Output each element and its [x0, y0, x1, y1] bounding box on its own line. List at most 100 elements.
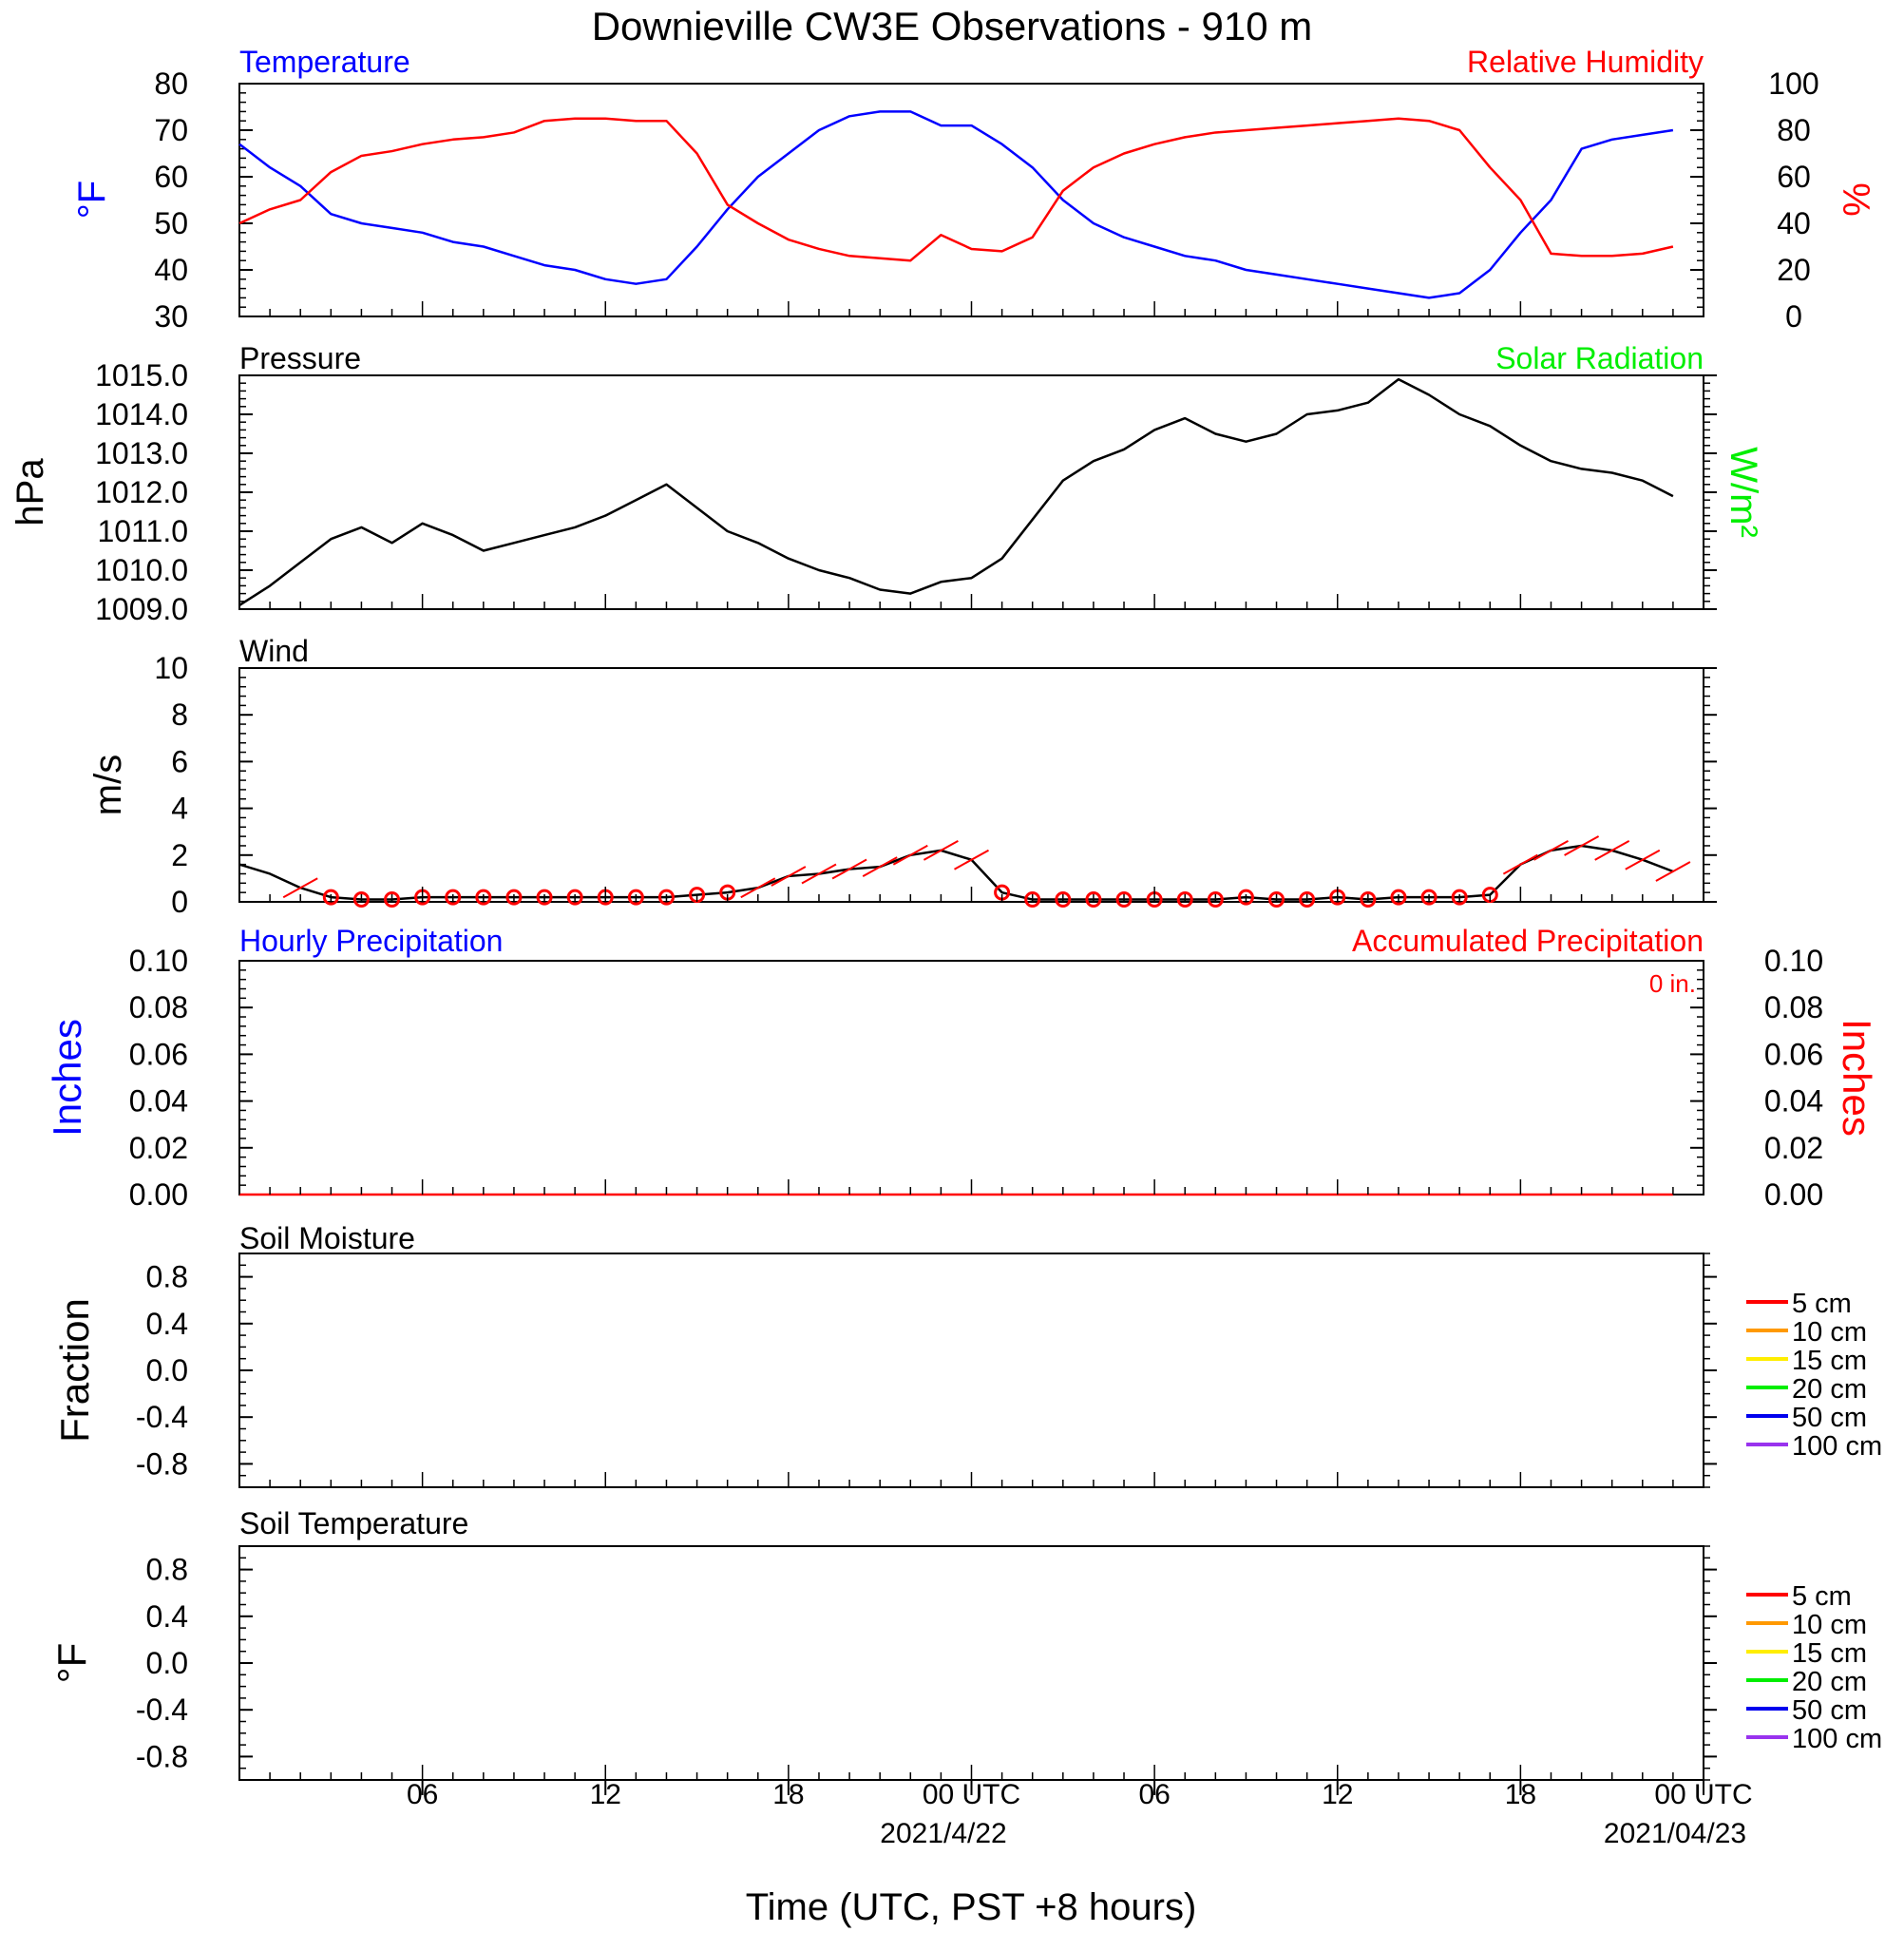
panel-pressure: Pressure Solar Radiation 1015.01014.0101…: [10, 341, 1764, 626]
wind-calm-marker: [1024, 891, 1041, 909]
pressure-line: [238, 377, 1674, 606]
y-tick-label: 0.10: [1764, 944, 1823, 978]
plot-frame-pressure: [238, 374, 1704, 610]
x-tick-label: 18: [772, 1779, 804, 1810]
wind-series: [238, 835, 1691, 909]
y-tick-label: 6: [171, 744, 188, 778]
wind-calm-marker: [657, 889, 675, 906]
x-tick-label: 06: [1138, 1779, 1170, 1810]
wind-calm-marker: [384, 891, 401, 909]
y-tick-label: 0.0: [146, 1353, 188, 1387]
panel-precipitation: Hourly Precipitation Accumulated Precipi…: [45, 924, 1879, 1212]
panel-temperature-humidity: Temperature Relative Humidity 80 70 60 50 40…: [71, 45, 1876, 334]
precip-y-ticks: 0.10 0.08 0.06 0.04 0.02 0.00: [129, 944, 253, 1212]
wind-calm-marker: [505, 889, 523, 906]
wind-calm-marker: [445, 889, 462, 906]
wind-calm-marker: [536, 889, 553, 906]
temp-axis-unit: °F: [71, 181, 113, 219]
wind-calm-marker: [627, 889, 644, 906]
soil-moisture-axis-unit: Fraction: [52, 1298, 97, 1443]
humidity-line: [238, 117, 1674, 262]
y-tick-label: 0: [171, 885, 188, 919]
y-tick-label: -0.8: [136, 1739, 188, 1773]
humidity-title: Relative Humidity: [1467, 45, 1704, 79]
wind-calm-marker: [475, 889, 492, 906]
y-tick-label: 0.4: [146, 1599, 188, 1634]
pressure-y-ticks: 1015.0 1014.0 1013.0 1012.0 1011.0 1010.0 1009…: [95, 358, 1717, 626]
y-tick-label: 40: [1777, 206, 1811, 240]
y-tick-label: 10: [154, 651, 188, 685]
legend-label: 100 cm: [1792, 1431, 1882, 1462]
precip-axis-unit-right: Inches: [1835, 1019, 1879, 1137]
wind-title: Wind: [239, 634, 309, 668]
y-tick-label: 0.0: [146, 1646, 188, 1680]
wind-barb: [740, 877, 776, 899]
y-tick-label: -0.4: [136, 1400, 188, 1434]
wind-barb: [923, 840, 959, 861]
y-tick-label: 1011.0: [98, 514, 189, 548]
wind-calm-marker: [1207, 891, 1224, 909]
y-tick-label: 0.02: [129, 1131, 188, 1165]
y-tick-label: 8: [171, 698, 188, 732]
legend-label: 10 cm: [1792, 1610, 1867, 1640]
panel-wind: Wind 10 8 6 4 2 0 m/s: [87, 634, 1717, 919]
pressure-axis-unit: hPa: [10, 458, 51, 526]
y-tick-label: 100: [1768, 67, 1818, 101]
y-tick-label: 40: [154, 253, 188, 287]
accum-y-ticks: 0.10 0.08 0.06 0.04 0.02 0.00: [1690, 944, 1823, 1212]
plot-frame-wind: [238, 667, 1704, 903]
x-tick-label: 12: [1322, 1779, 1353, 1810]
y-tick-label: -0.8: [136, 1446, 188, 1481]
wind-calm-marker: [322, 889, 339, 906]
wind-calm-marker: [1055, 891, 1072, 909]
y-tick-label: 30: [154, 299, 188, 334]
temperature-line: [238, 110, 1674, 299]
y-tick-label: 80: [154, 67, 188, 101]
accum-precip-total: 0 in.: [1649, 969, 1696, 998]
y-tick-label: 0.8: [146, 1553, 188, 1587]
legend-label: 20 cm: [1792, 1667, 1867, 1697]
legend-label: 50 cm: [1792, 1695, 1867, 1726]
wind-y-ticks: 10 8 6 4 2 0: [154, 651, 1717, 919]
wind-barb: [771, 866, 807, 887]
wind-axis-unit: m/s: [87, 755, 129, 815]
hourly-precip-title: Hourly Precipitation: [239, 924, 503, 958]
wind-calm-marker: [1268, 891, 1285, 909]
soil-temp-axis-unit: °F: [49, 1643, 94, 1683]
y-tick-label: 60: [1777, 160, 1811, 194]
y-tick-label: 1012.0: [95, 475, 188, 509]
temperature-title: Temperature: [239, 45, 410, 79]
wind-calm-marker: [1176, 891, 1193, 909]
accum-precip-title: Accumulated Precipitation: [1352, 924, 1704, 958]
wind-barb: [282, 877, 318, 899]
y-tick-label: -0.4: [136, 1693, 188, 1727]
y-tick-label: 0.02: [1764, 1131, 1823, 1165]
y-tick-label: 1013.0: [95, 436, 188, 470]
legend-label: 100 cm: [1792, 1724, 1882, 1754]
soil-temp-title: Soil Temperature: [239, 1506, 468, 1540]
y-tick-label: 1014.0: [95, 397, 188, 431]
wind-barb: [1502, 853, 1538, 875]
y-tick-label: 0.06: [1764, 1037, 1823, 1071]
wind-calm-marker: [1360, 891, 1377, 909]
x-axis-ticks: [238, 301, 1704, 1780]
wind-barb: [831, 858, 867, 880]
temp-y-ticks: 80 70 60 50 40 30: [154, 67, 253, 334]
wind-calm-marker: [1085, 891, 1102, 909]
wind-calm-marker: [352, 891, 370, 909]
y-tick-label: 2: [171, 838, 188, 872]
y-tick-label: 0.8: [146, 1260, 188, 1294]
pressure-title: Pressure: [239, 341, 361, 375]
panel-soil-moisture: Soil Moisture 0.8 0.4 0.0 -0.4 -0.8 Fraction…: [52, 1221, 1882, 1488]
plot-frame-soil-temp: [238, 1545, 1704, 1781]
legend-label: 50 cm: [1792, 1403, 1867, 1433]
x-tick-label: 18: [1505, 1779, 1536, 1810]
rh-y-ticks: 100 80 60 40 20 0: [1690, 67, 1819, 334]
y-tick-label: 0.00: [1764, 1177, 1823, 1212]
y-tick-label: 0.04: [1764, 1084, 1823, 1119]
solar-title: Solar Radiation: [1495, 341, 1704, 375]
y-tick-label: 0.08: [1764, 990, 1823, 1024]
